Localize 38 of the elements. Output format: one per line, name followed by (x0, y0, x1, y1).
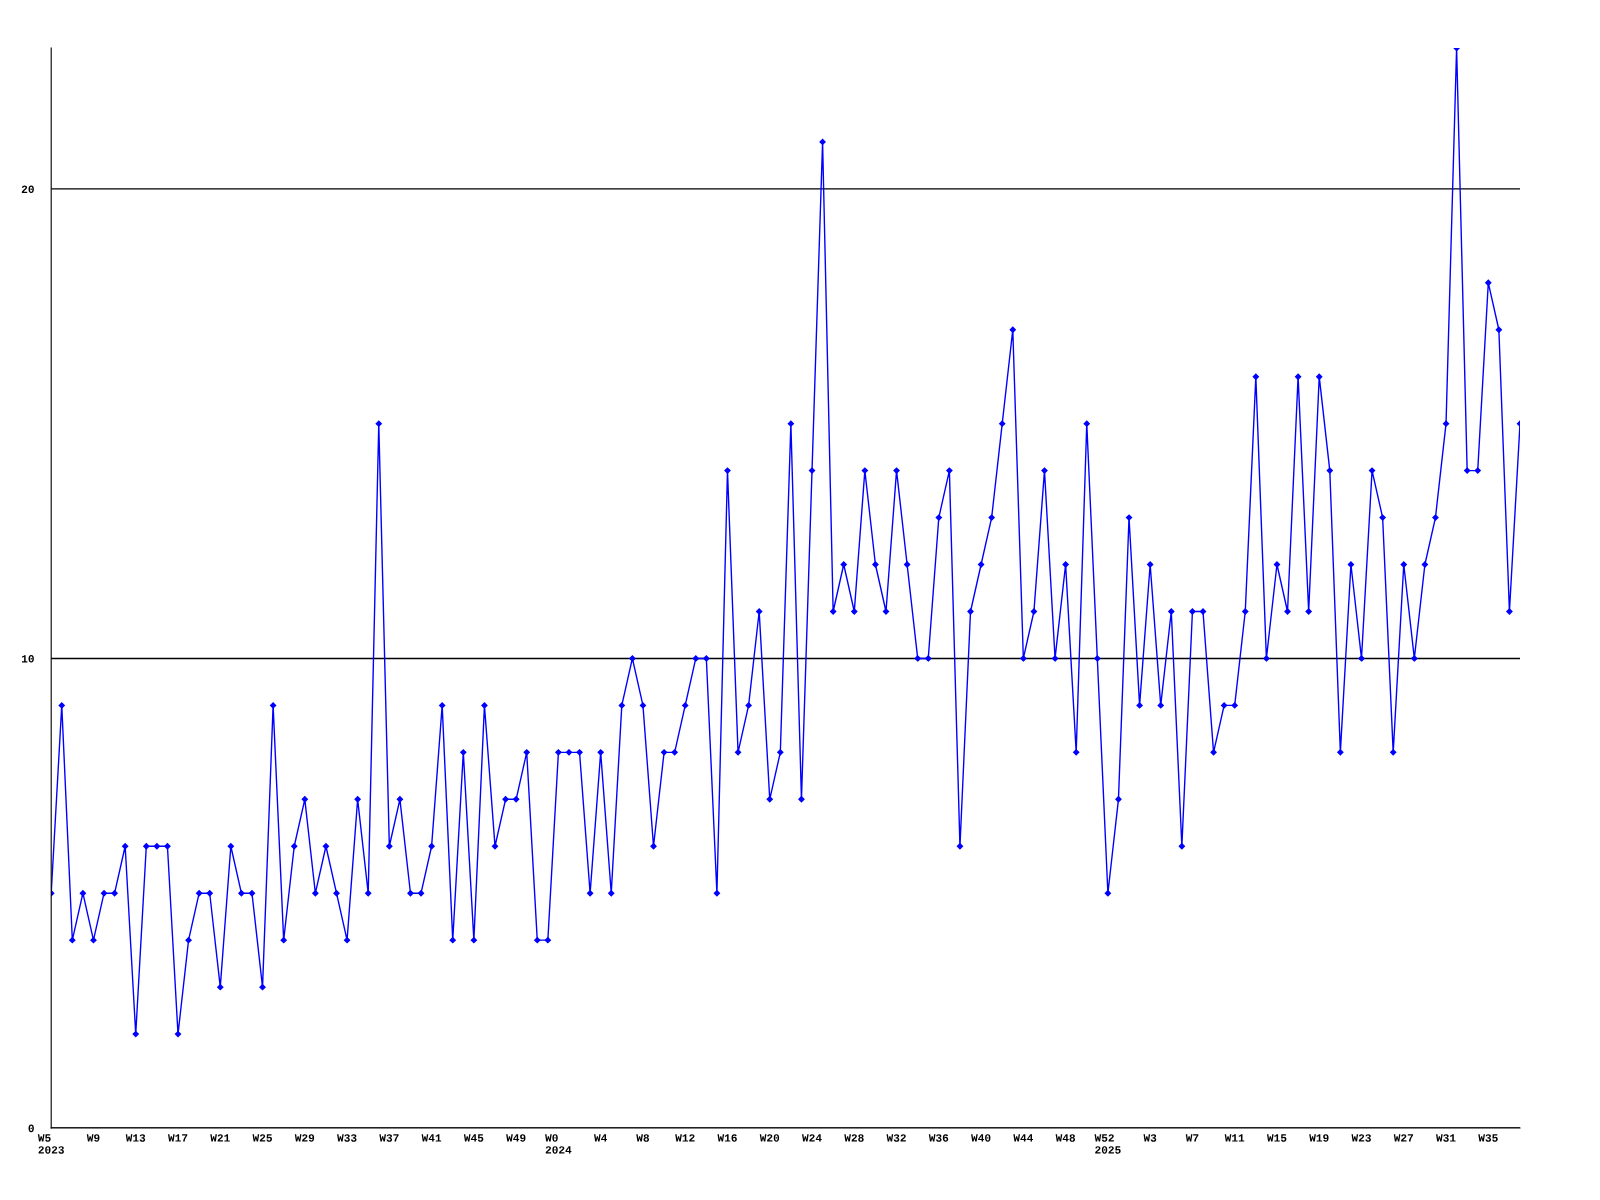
x-tick-label: W27 (1393, 1134, 1414, 1142)
x-tick-label: W25 (252, 1134, 272, 1142)
x-tick-label: W35 (1478, 1134, 1498, 1142)
x-tick-label: W40 (971, 1134, 991, 1142)
x-tick-label: W41 (421, 1134, 442, 1142)
x-tick-label: W48 (1055, 1134, 1076, 1142)
x-tick-label: W21 (210, 1134, 230, 1142)
x-tick-label: W24 (802, 1134, 822, 1142)
x-tick-label: W37 (379, 1134, 399, 1142)
x-tick-label: W31 (1436, 1134, 1456, 1142)
y-tick-label: 10 (21, 655, 34, 663)
x-tick-label: W15 (1266, 1134, 1287, 1142)
x-tick-label: W11 (1224, 1134, 1245, 1142)
x-tick-label: W8 (636, 1134, 650, 1142)
y-tick-label: 20 (21, 185, 34, 193)
x-tick-label: W32 (886, 1134, 906, 1142)
x-tick-label: W9 (86, 1134, 100, 1142)
x-tick-label: W0 2024 (545, 1134, 572, 1154)
x-tick-label: W20 (759, 1134, 780, 1142)
x-tick-label: W16 (717, 1134, 737, 1142)
x-tick-label: W23 (1351, 1134, 1371, 1142)
x-tick-label: W5 2023 (37, 1134, 64, 1154)
x-tick-label: W12 (675, 1134, 695, 1142)
x-tick-label: W13 (125, 1134, 146, 1142)
x-tick-label: W28 (844, 1134, 864, 1142)
x-tick-label: W49 (506, 1134, 526, 1142)
x-tick-label: W3 (1143, 1134, 1157, 1142)
x-tick-label: W36 (928, 1134, 949, 1142)
x-tick-label: W4 (594, 1134, 608, 1142)
x-tick-label: W19 (1309, 1134, 1329, 1142)
x-tick-label: W7 (1185, 1134, 1199, 1142)
x-tick-label: W33 (337, 1134, 357, 1142)
x-tick-label: W45 (463, 1134, 484, 1142)
x-tick-label: W52 2025 (1094, 1134, 1121, 1154)
x-tick-label: W29 (294, 1134, 315, 1142)
y-tick-label: 0 (28, 1124, 34, 1133)
x-tick-label: W44 (1013, 1134, 1034, 1142)
x-tick-label: W17 (168, 1134, 188, 1142)
